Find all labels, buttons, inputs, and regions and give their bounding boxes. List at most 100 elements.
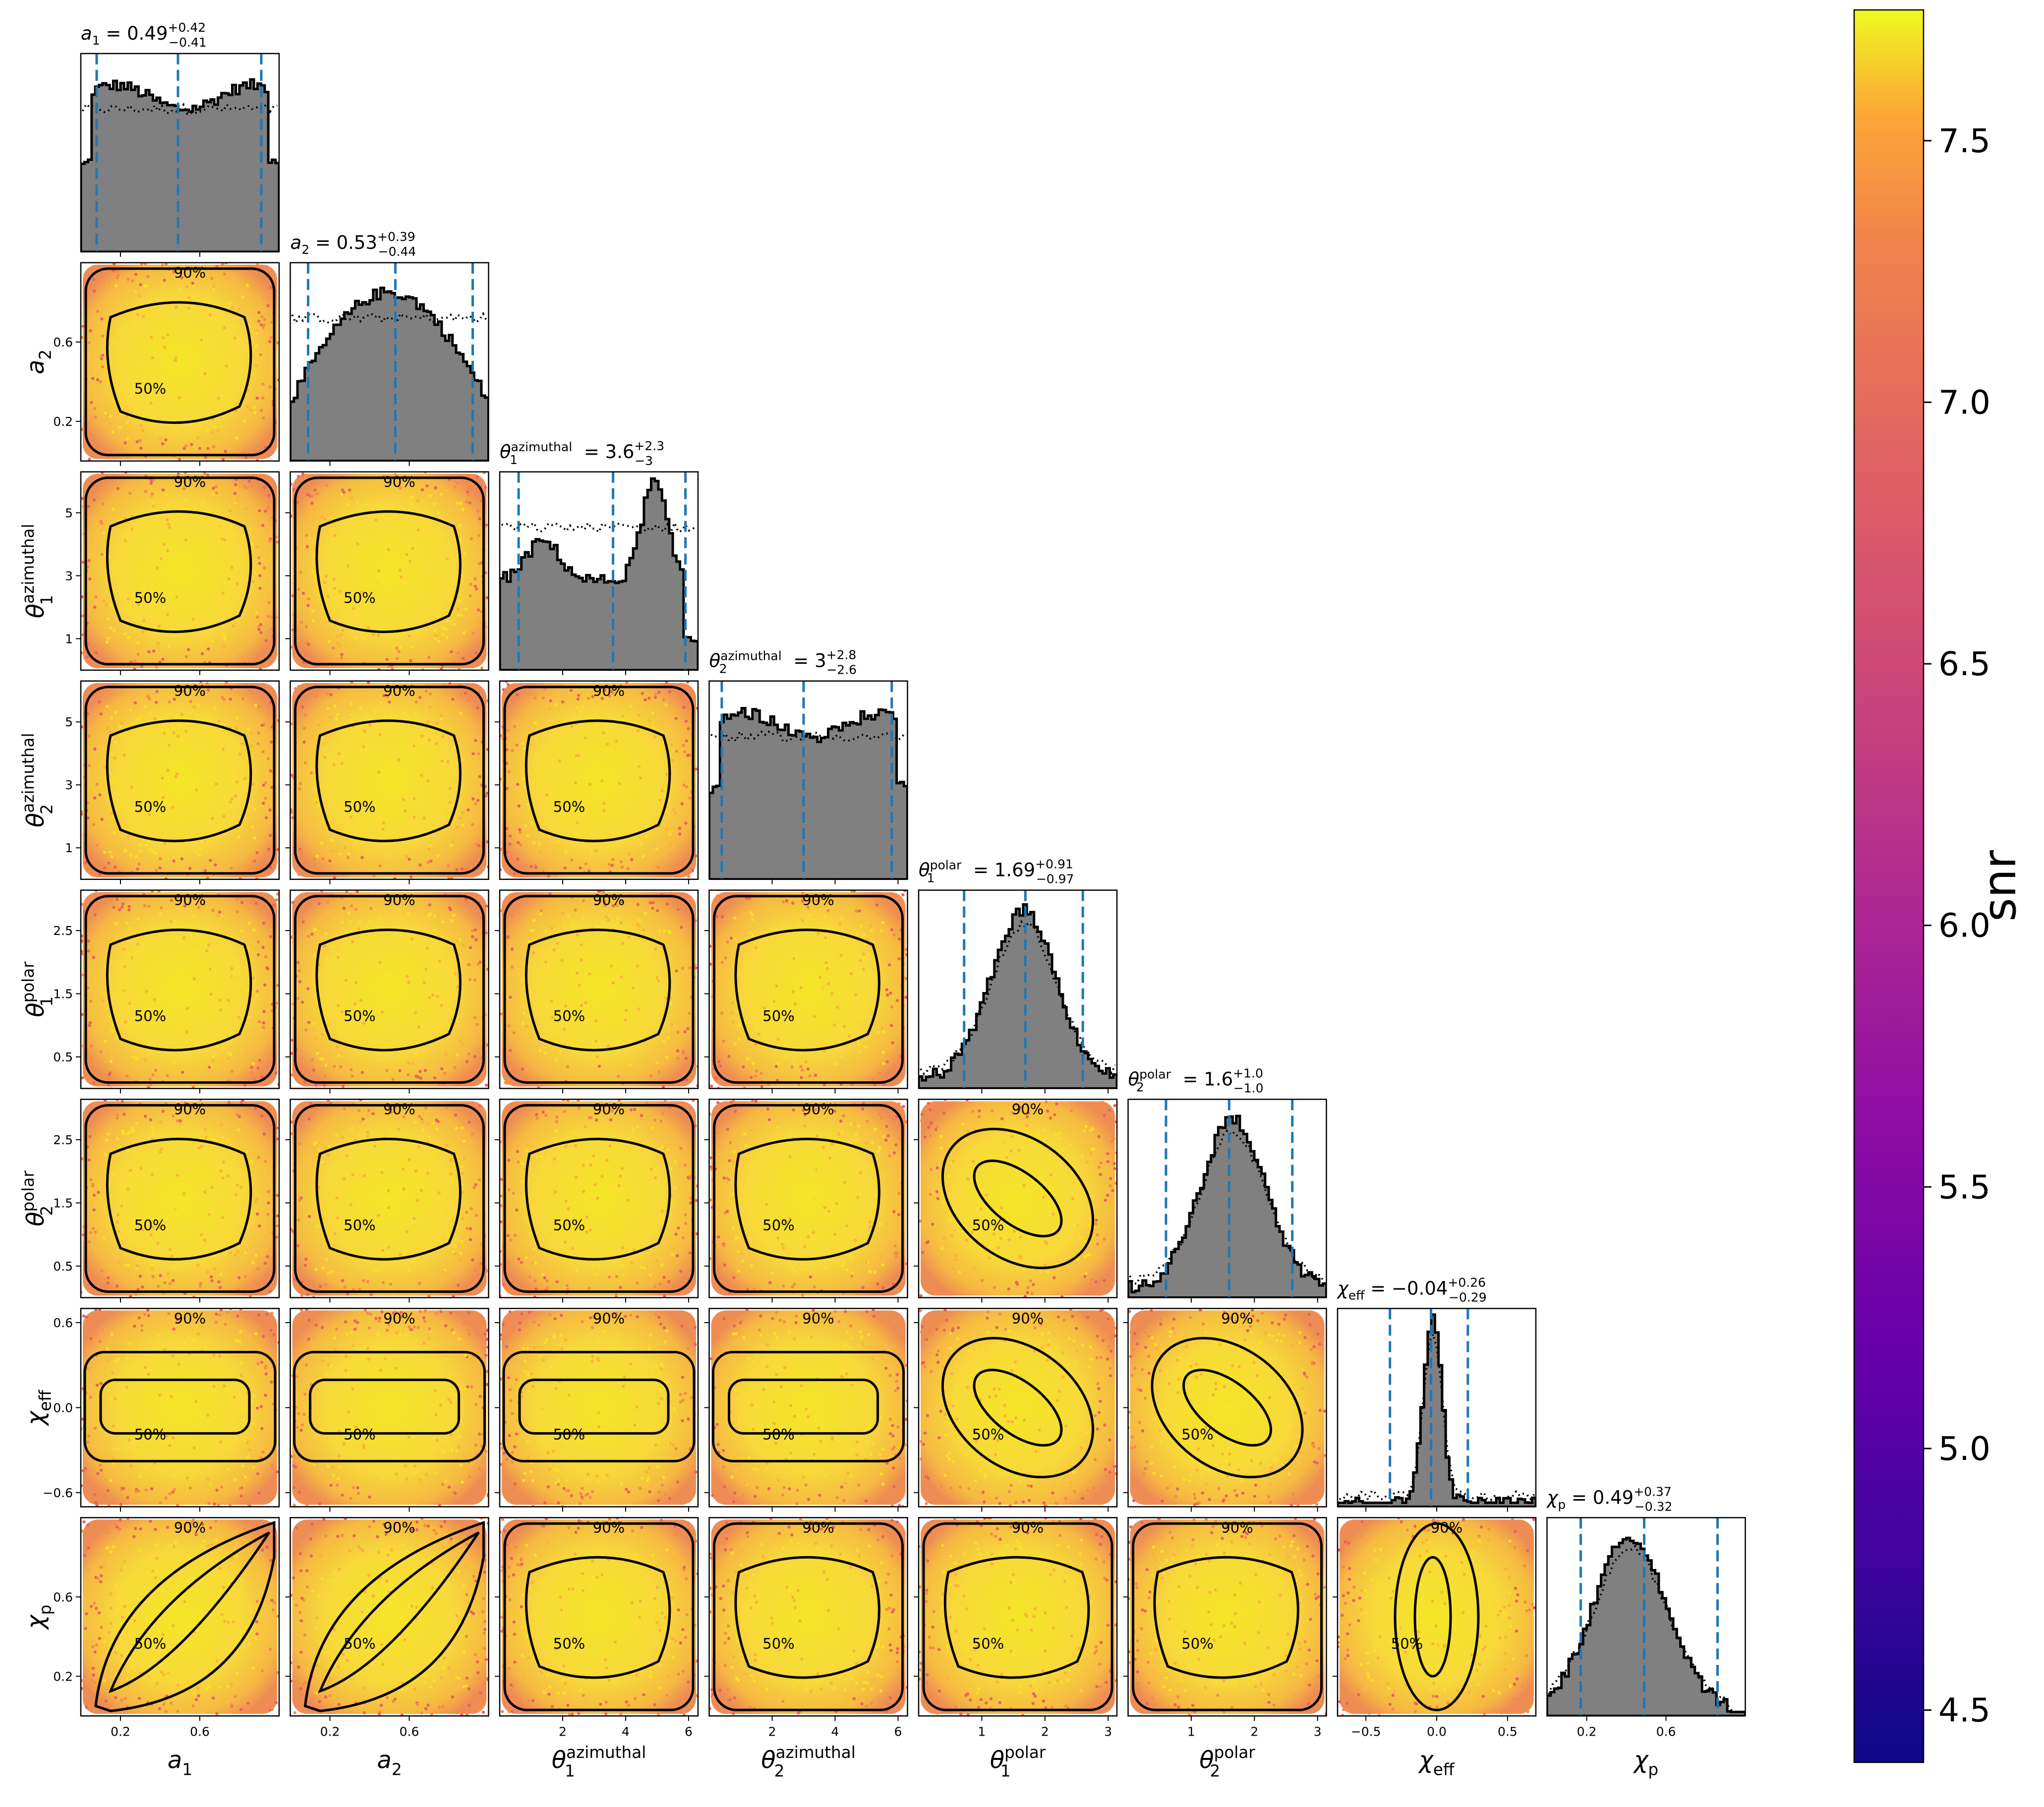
scatter-point [211,909,215,912]
scatter-point [81,595,84,598]
scatter-point [516,857,520,861]
scatter-point [476,706,479,710]
scatter-point [447,876,451,879]
panel-frame [80,889,280,1089]
scatter-point [386,695,389,698]
scatter-point [210,277,214,280]
scatter-point [675,969,678,973]
scatter-point [586,1478,589,1482]
scatter-point [1084,1240,1087,1243]
scatter-point [331,783,335,787]
scatter-panel-a2-theta1_az: 90%50% [285,471,489,675]
scatter-point [578,976,581,980]
scatter-point [694,1342,697,1346]
scatter-point [481,1485,484,1489]
scatter-point [580,799,584,803]
contour-label-50: 50% [762,1217,794,1234]
scatter-point [163,1042,166,1046]
scatter-point [461,1480,464,1484]
scatter-point [353,1319,357,1323]
scatter-point [116,386,119,390]
scatter-point [339,1065,343,1068]
histogram-panel-a1: a1 = 0.49+0.42 −0.41 [80,20,280,257]
scatter-point [430,1448,434,1452]
scatter-point [335,1134,338,1137]
scatter-point [227,1051,230,1054]
histogram-panel-theta1_az: θazimuthal 1 = 3.6+2.3 −3 [499,439,699,675]
scatter-point [515,1208,519,1212]
scatter-point [576,821,579,824]
scatter-point [1036,1129,1040,1132]
scatter-point [315,854,319,858]
scatter-point [462,943,466,947]
scatter-point [81,1469,85,1472]
scatter-point [595,934,599,938]
scatter-point [667,1036,670,1040]
scatter-point [299,1065,303,1069]
scatter-point [267,601,271,604]
scatter-point [442,1270,445,1274]
scatter-point [241,1099,244,1103]
scatter-point [435,813,438,816]
scatter-point [587,869,591,873]
scatter-point [563,1240,567,1244]
scatter-point [412,530,416,534]
scatter-point [334,566,338,570]
scatter-point [423,1069,427,1072]
scatter-point [111,1029,114,1033]
scatter-point [854,993,858,996]
scatter-point [153,1232,157,1236]
scatter-point [930,1122,933,1125]
scatter-point [233,492,237,495]
scatter-point [323,581,327,584]
scatter-point [99,1468,103,1472]
scatter-point [840,1055,843,1058]
scatter-point [577,694,581,697]
scatter-point [387,1233,390,1236]
scatter-point [862,1223,866,1226]
scatter-point [160,582,164,585]
scatter-point [800,1076,803,1079]
scatter-point [412,744,415,748]
scatter-point [588,1496,592,1499]
scatter-point [600,1474,604,1478]
scatter-point [143,1312,147,1316]
scatter-point [412,816,416,819]
scatter-point [185,535,189,539]
scatter-point [344,603,348,607]
scatter-point [879,1222,883,1225]
scatter-point [346,931,350,934]
scatter-point [600,697,604,700]
scatter-point [335,1196,339,1200]
scatter-point [729,936,733,940]
scatter-point [754,1043,758,1047]
scatter-point [617,1334,621,1338]
scatter-point [177,1425,181,1429]
scatter-point [627,935,631,939]
scatter-points [290,1099,488,1298]
scatter-point [230,566,234,569]
scatter-point [115,922,118,925]
scatter-point [170,898,173,902]
scatter-point [210,1275,213,1279]
scatter-point [655,976,659,980]
scatter-point [553,1014,557,1018]
scatter-point [346,946,350,950]
scatter-point [150,393,153,397]
scatter-point [186,800,189,804]
scatter-point [149,1118,153,1122]
scatter-point [612,831,616,835]
scatter-point [682,744,686,747]
scatter-point [254,703,258,707]
scatter-point [350,1074,354,1078]
scatter-point [336,634,340,638]
scatter-point [415,1015,419,1019]
scatter-point [418,1070,422,1073]
scatter-point [508,842,512,846]
scatter-point [356,1486,359,1490]
scatter-point [589,1153,592,1157]
scatter-point [840,1247,843,1251]
scatter-point [792,1057,796,1061]
scatter-point [643,912,647,916]
scatter-point [326,692,329,696]
